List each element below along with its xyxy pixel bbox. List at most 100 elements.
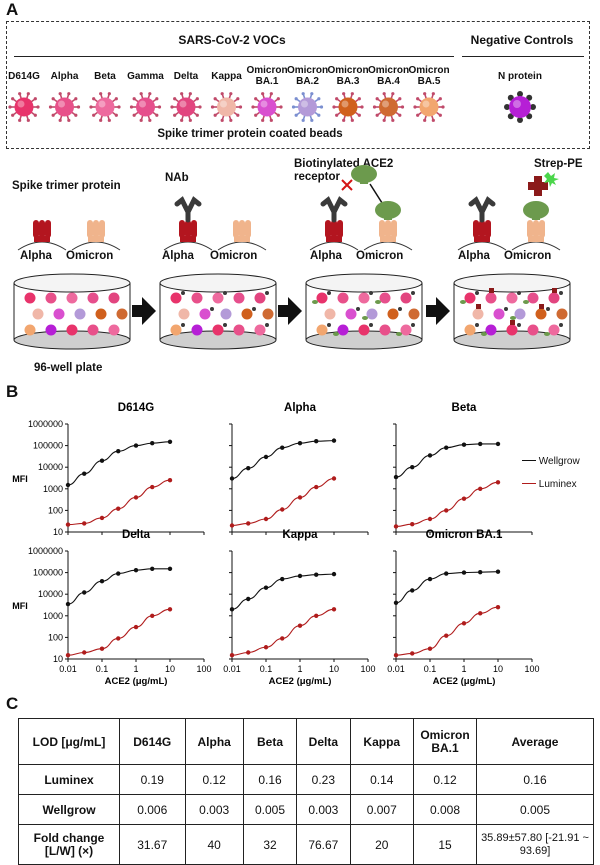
series-line-luminex bbox=[231, 477, 335, 527]
x-tick-label: 1 bbox=[133, 664, 138, 674]
table-header-cell: Kappa bbox=[349, 718, 415, 765]
table-row-label: Fold change [L/W] (×) bbox=[18, 824, 120, 865]
data-point bbox=[393, 524, 399, 529]
bead-label: Omicron BA.3 bbox=[327, 65, 369, 87]
chart-omicron-ba-1: Omicron BA.1 0.01 0.1 1 10 100 ACE2 (μg/mL) bbox=[387, 529, 539, 687]
data-point bbox=[82, 590, 87, 595]
plate-label: 96-well plate bbox=[34, 362, 103, 374]
data-point bbox=[167, 607, 173, 612]
data-point bbox=[167, 478, 173, 483]
table-cell: 0.006 bbox=[119, 794, 186, 825]
table-cell: 31.67 bbox=[119, 824, 186, 865]
chart-title: Delta bbox=[122, 529, 151, 541]
bead-omicron-ba-4 bbox=[372, 92, 405, 122]
table-cell: 15 bbox=[413, 824, 477, 865]
bead-label: Kappa bbox=[211, 71, 242, 82]
data-point bbox=[65, 482, 71, 488]
x-tick-label: 10 bbox=[493, 664, 503, 674]
data-point bbox=[331, 607, 337, 612]
well-2 bbox=[159, 273, 277, 350]
x-tick-label: 100 bbox=[360, 664, 375, 674]
data-point bbox=[495, 605, 501, 610]
table-cell: 0.003 bbox=[184, 794, 244, 825]
data-point bbox=[229, 652, 235, 658]
data-point bbox=[495, 569, 501, 574]
chart-title: Omicron BA.1 bbox=[426, 529, 503, 541]
data-point bbox=[478, 569, 483, 575]
series-line-luminex bbox=[67, 479, 171, 526]
table-cell: 0.16 bbox=[476, 764, 594, 795]
assay-schematic bbox=[13, 165, 571, 350]
omicron-label-2: Omicron bbox=[210, 250, 258, 262]
x-tick-label: 0.1 bbox=[96, 664, 109, 674]
y-tick-label: 10000 bbox=[38, 589, 63, 599]
series-line-wellgrow bbox=[67, 441, 171, 486]
x-tick-label: 100 bbox=[524, 664, 539, 674]
table-row-label: Luminex bbox=[18, 764, 120, 795]
series-line-wellgrow bbox=[395, 571, 499, 604]
lod-header-cell: LOD [μg/mL] bbox=[18, 718, 120, 765]
data-point bbox=[461, 570, 467, 575]
table-cell: 0.16 bbox=[242, 764, 298, 795]
chart-beta: Beta bbox=[393, 402, 533, 535]
assay-step-3 bbox=[305, 165, 423, 350]
series-line-luminex bbox=[395, 606, 499, 656]
bead-gamma bbox=[129, 92, 162, 122]
table-cell: 0.003 bbox=[296, 794, 351, 825]
strep-pe-label: Strep-PE bbox=[534, 158, 583, 170]
data-point bbox=[65, 652, 71, 658]
data-point bbox=[331, 476, 337, 481]
data-point bbox=[263, 516, 269, 522]
spike-trimer-label: Spike trimer protein bbox=[12, 180, 121, 192]
data-point bbox=[99, 515, 105, 521]
table-cell: 35.89±57.80 [-21.91 ~ 93.69] bbox=[476, 824, 594, 865]
negative-bead-label: N protein bbox=[498, 71, 542, 82]
legend-wellgrow: Wellgrow bbox=[522, 456, 580, 467]
x-tick-label: 100 bbox=[196, 664, 211, 674]
data-point bbox=[99, 578, 105, 584]
data-point bbox=[393, 600, 399, 605]
data-point bbox=[150, 613, 155, 618]
bead-label: D614G bbox=[8, 71, 40, 82]
data-point bbox=[478, 611, 483, 616]
y-axis-label: MFI bbox=[12, 601, 28, 611]
data-point bbox=[444, 633, 449, 638]
ace2-binding-charts: D614G 10 100 1000 10000 100000 1000000 MFI Alpha… bbox=[12, 402, 539, 687]
data-point bbox=[116, 571, 121, 576]
data-point bbox=[314, 438, 319, 444]
data-point bbox=[246, 596, 251, 602]
data-point bbox=[495, 441, 501, 447]
data-point bbox=[461, 621, 467, 626]
data-point bbox=[297, 440, 303, 446]
data-point bbox=[297, 623, 303, 628]
bead-omicron-ba-1 bbox=[251, 92, 283, 122]
x-tick-label: 0.01 bbox=[387, 664, 405, 674]
table-cell: 76.67 bbox=[296, 824, 351, 865]
x-tick-label: 10 bbox=[329, 664, 339, 674]
data-point bbox=[133, 624, 139, 630]
data-point bbox=[280, 576, 285, 582]
well-4 bbox=[453, 273, 571, 350]
alpha-label-2: Alpha bbox=[162, 250, 194, 262]
step-arrow-2 bbox=[278, 297, 302, 325]
well-3 bbox=[305, 273, 423, 350]
legend-wellgrow-marker bbox=[522, 460, 536, 461]
data-point bbox=[444, 508, 449, 513]
voc-header: SARS-CoV-2 VOCs bbox=[178, 33, 286, 47]
x-tick-label: 10 bbox=[165, 664, 175, 674]
bead-label: Omicron BA.1 bbox=[246, 65, 288, 87]
bead-label: Beta bbox=[94, 71, 116, 82]
bead-beta bbox=[89, 92, 121, 122]
assay-step-1 bbox=[13, 220, 131, 350]
table-header-cell: D614G bbox=[119, 718, 186, 765]
table-row-label: Wellgrow bbox=[18, 794, 120, 825]
x-tick-label: 0.01 bbox=[223, 664, 241, 674]
negative-header: Negative Controls bbox=[470, 33, 574, 47]
chart-delta: Delta 10 100 1000 10000 100000 1000000 0.01 0.1 1… bbox=[12, 529, 211, 687]
data-point bbox=[280, 445, 285, 450]
data-point bbox=[167, 439, 173, 444]
x-tick-label: 0.1 bbox=[424, 664, 437, 674]
data-point bbox=[99, 646, 105, 651]
data-point bbox=[461, 442, 467, 447]
omicron-label-4: Omicron bbox=[504, 250, 552, 262]
